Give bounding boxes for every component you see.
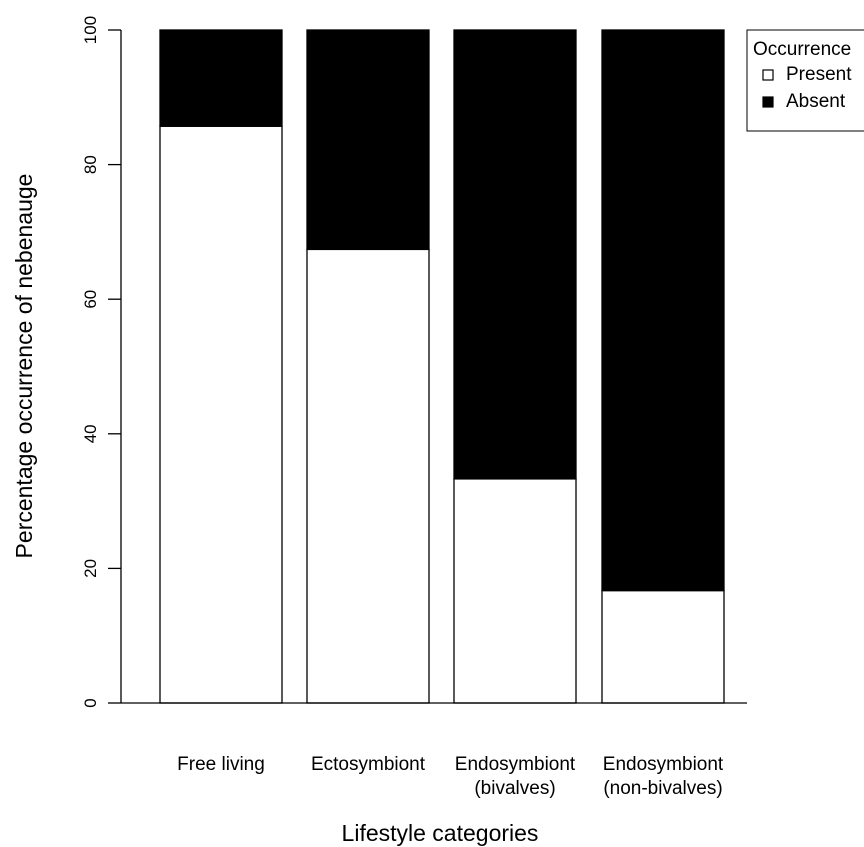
category-label-0: Free living (177, 754, 265, 775)
category-label-1: Ectosymbiont (311, 754, 426, 775)
bar-absent-0 (159, 29, 283, 127)
x-axis: Free living Ectosymbiont Endosymbiont (biva… (121, 702, 747, 799)
bar-absent-3 (601, 29, 725, 592)
y-tick-label-1: 20 (81, 559, 100, 578)
bars-group (159, 29, 725, 704)
legend: Occurrence Present Absent (746, 29, 864, 132)
x-axis-title: Lifestyle categories (342, 820, 539, 846)
category-label-2: Endosymbiont (bivalves) (455, 754, 576, 799)
bar-present-2 (453, 478, 577, 704)
legend-items: Present Absent (762, 64, 852, 112)
y-tick-label-2: 40 (81, 424, 100, 443)
bar-present-1 (306, 248, 430, 704)
y-tick-label-4: 80 (81, 155, 100, 174)
category-label-3: Endosymbiont (non-bivalves) (603, 754, 724, 799)
y-axis: 0 20 40 60 80 100 (81, 16, 122, 708)
legend-label-present: Present (786, 64, 852, 85)
y-tick-label-3: 60 (81, 290, 100, 309)
bar-absent-2 (453, 29, 577, 480)
legend-swatch-absent (762, 96, 774, 108)
y-axis-title: Percentage occurrence of nebenauge (11, 174, 37, 559)
bar-present-0 (159, 125, 283, 704)
legend-swatch-present (762, 69, 774, 81)
legend-title: Occurrence (753, 39, 851, 60)
legend-label-absent: Absent (786, 91, 846, 112)
bar-present-3 (601, 589, 725, 704)
y-tick-label-5: 100 (81, 16, 100, 44)
y-tick-label-0: 0 (81, 698, 100, 707)
bar-absent-1 (306, 29, 430, 251)
